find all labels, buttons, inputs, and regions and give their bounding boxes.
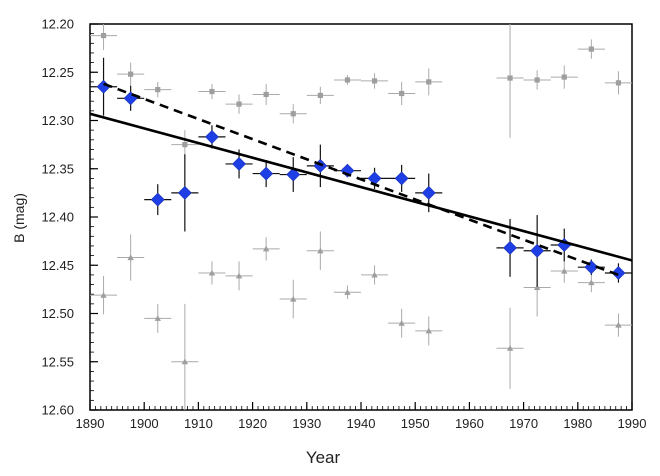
plot-frame [89, 23, 633, 411]
data-point-square [588, 46, 594, 52]
y-tick-label: 12.30 [41, 113, 74, 128]
data-point-diamond [530, 243, 545, 258]
data-point-triangle [371, 271, 378, 278]
data-point-square [290, 111, 296, 117]
x-tick-label: 1900 [130, 416, 159, 431]
data-point-square [317, 92, 323, 99]
x-tick-label: 1980 [563, 416, 592, 431]
data-point-triangle [588, 279, 595, 286]
data-point-triangle [533, 284, 541, 291]
data-point-triangle [317, 247, 324, 254]
data-point-square [371, 78, 378, 84]
data-point-triangle [208, 269, 216, 276]
x-axis-title: Year [306, 448, 341, 467]
y-tick-label: 12.60 [41, 403, 74, 418]
data-point-diamond [177, 185, 192, 200]
data-point-square [128, 71, 134, 77]
data-point-square [182, 142, 188, 148]
x-tick-label: 1990 [618, 416, 647, 431]
data-point-square [155, 87, 161, 93]
data-point-diamond [150, 192, 165, 207]
data-point-square [615, 80, 622, 86]
data-point-triangle [506, 345, 514, 351]
data-point-diamond [123, 91, 138, 106]
x-tick-label: 1910 [184, 416, 213, 431]
data-point-triangle [154, 315, 161, 321]
x-tick-label: 1950 [401, 416, 430, 431]
x-tick-label: 1940 [347, 416, 376, 431]
fit-line-solid [90, 112, 632, 262]
data-point-diamond [421, 185, 436, 200]
data-point-square [426, 79, 432, 85]
data-point-triangle [344, 289, 351, 295]
y-tick-label: 12.40 [41, 210, 74, 225]
y-tick-label: 12.45 [41, 258, 74, 273]
data-point-diamond [286, 167, 301, 182]
y-tick-label: 12.20 [41, 17, 74, 32]
fit-line-dashed [103, 82, 619, 277]
data-point-triangle [127, 254, 134, 261]
data-point-square [344, 77, 351, 83]
data-point-diamond [367, 171, 382, 186]
data-point-square [507, 75, 513, 81]
data-point-triangle [398, 319, 405, 326]
x-tick-label: 1920 [238, 416, 267, 431]
data-point-diamond [394, 171, 409, 186]
data-point-triangle [561, 267, 568, 274]
data-point-square [534, 77, 540, 83]
data-point-triangle [290, 295, 297, 302]
data-point-diamond [232, 157, 246, 171]
data-point-triangle [262, 245, 270, 252]
data-point-square [561, 74, 567, 80]
x-tick-label: 1890 [76, 416, 105, 431]
y-tick-label: 12.35 [41, 161, 74, 176]
data-point-square [236, 101, 242, 107]
data-point-triangle [235, 272, 243, 279]
x-tick-label: 1960 [455, 416, 484, 431]
data-point-diamond [503, 240, 517, 255]
data-point-triangle [425, 327, 432, 334]
data-point-diamond [259, 166, 274, 181]
x-tick-label: 1970 [509, 416, 538, 431]
data-point-square [100, 32, 107, 39]
y-tick-label: 12.50 [41, 306, 74, 321]
data-point-square [263, 91, 269, 98]
data-point-triangle [615, 321, 622, 328]
data-point-triangle [100, 291, 107, 298]
y-tick-label: 12.25 [41, 65, 74, 80]
plot-area [90, 24, 632, 410]
data-point-triangle [181, 358, 189, 365]
data-point-diamond [205, 129, 219, 144]
data-point-diamond [611, 266, 626, 280]
y-tick-label: 12.55 [41, 354, 74, 369]
y-axis-title: B (mag) [11, 193, 27, 243]
data-point-square [399, 90, 405, 97]
data-point-square [209, 88, 215, 95]
x-tick-label: 1930 [292, 416, 321, 431]
